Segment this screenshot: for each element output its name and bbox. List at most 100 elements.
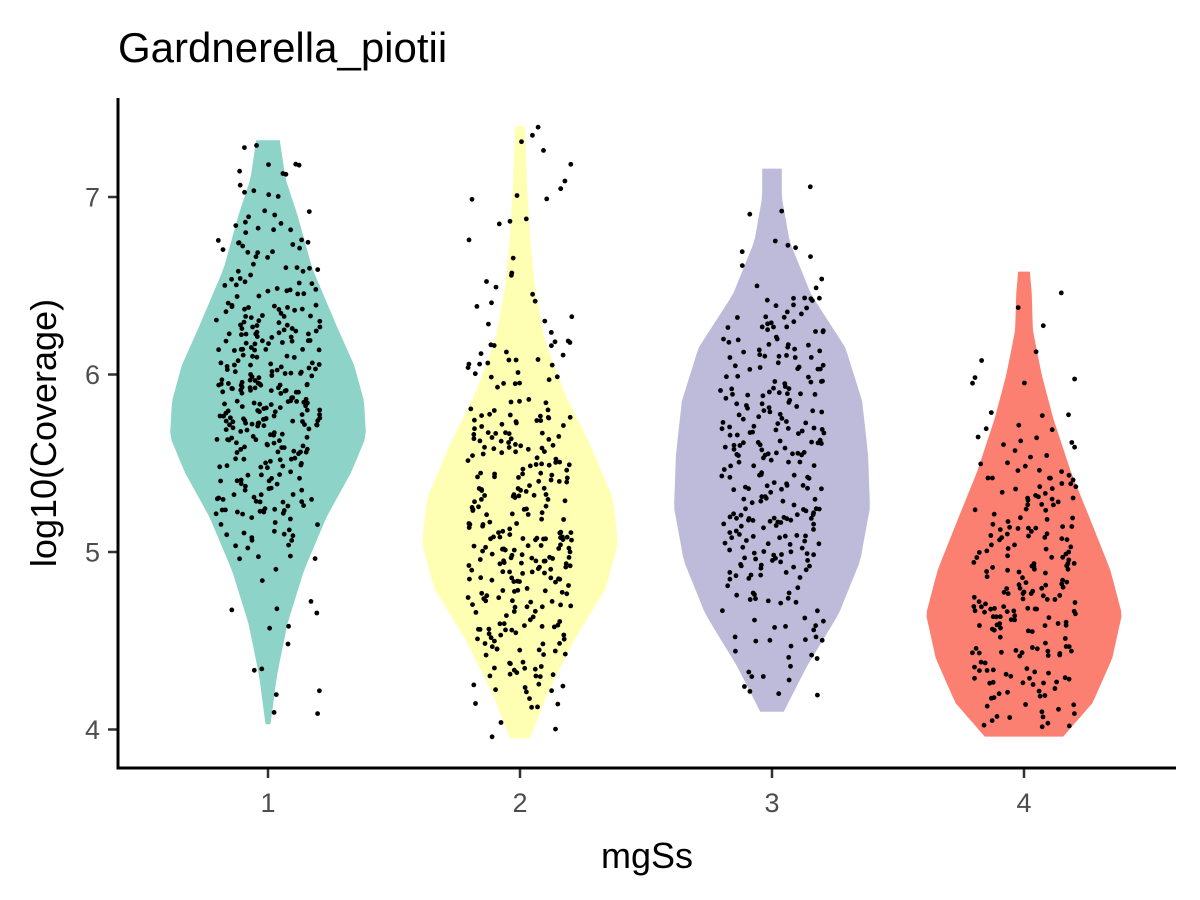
data-point (494, 646, 500, 652)
data-point (979, 604, 984, 610)
data-point (214, 437, 220, 442)
data-point (269, 373, 275, 378)
data-point (727, 530, 733, 535)
data-point (1056, 706, 1061, 712)
data-point (719, 426, 725, 432)
data-point (1005, 567, 1010, 573)
data-point (1062, 636, 1068, 641)
data-point (813, 285, 819, 291)
data-point (292, 455, 298, 461)
data-point (561, 423, 566, 428)
data-point (1043, 640, 1048, 646)
data-point (313, 302, 319, 308)
data-point (1054, 679, 1059, 685)
data-point (508, 555, 514, 561)
data-point (1044, 531, 1050, 537)
data-point (277, 405, 283, 410)
data-point (317, 318, 323, 324)
data-point (994, 714, 1000, 719)
data-point (988, 606, 993, 612)
data-point (1028, 591, 1034, 596)
data-point (1025, 495, 1030, 501)
data-point (292, 307, 297, 313)
data-point (467, 576, 472, 582)
data-point (520, 466, 526, 472)
data-point (567, 549, 573, 555)
data-point (225, 408, 231, 414)
data-point (757, 442, 763, 448)
data-point (764, 297, 770, 303)
data-point (562, 178, 568, 184)
data-point (550, 672, 556, 678)
data-point (1043, 582, 1049, 588)
data-point (303, 396, 309, 402)
data-point (738, 523, 744, 529)
data-point (514, 521, 519, 526)
data-point (491, 408, 497, 413)
data-point (771, 480, 777, 485)
data-point (520, 536, 526, 541)
data-point (757, 365, 763, 370)
data-point (1017, 585, 1023, 591)
x-tick-label-2: 2 (512, 788, 527, 818)
data-point (1072, 444, 1077, 450)
data-point (763, 314, 769, 320)
data-point (507, 218, 513, 224)
data-point (286, 623, 291, 629)
data-point (799, 545, 805, 551)
data-point (293, 161, 299, 167)
data-point (1022, 463, 1028, 469)
data-point (530, 132, 535, 138)
violin-3 (674, 168, 870, 712)
data-point (252, 378, 258, 383)
data-point (228, 415, 233, 421)
data-point (479, 590, 485, 596)
data-point (281, 445, 287, 450)
data-point (759, 324, 765, 330)
data-point (782, 381, 788, 386)
data-point (497, 561, 503, 567)
data-point (1045, 720, 1051, 726)
data-point (1032, 606, 1038, 612)
data-point (1043, 570, 1048, 576)
data-point (520, 471, 525, 477)
data-point (496, 221, 502, 227)
data-point (315, 267, 321, 272)
data-point (526, 397, 532, 402)
data-point (738, 512, 744, 518)
data-point (253, 498, 259, 504)
data-point (556, 546, 562, 551)
data-point (477, 438, 483, 444)
data-point (277, 472, 282, 477)
data-point (512, 604, 518, 610)
data-point (313, 366, 318, 372)
data-point (569, 314, 575, 320)
data-point (240, 511, 246, 517)
data-point (290, 492, 296, 497)
data-point (1016, 582, 1022, 588)
y-tick-label-6: 6 (85, 360, 100, 390)
data-point (990, 614, 996, 620)
data-point (562, 498, 568, 504)
data-point (734, 592, 740, 598)
data-point (803, 533, 808, 539)
data-point (735, 337, 741, 343)
data-point (982, 609, 987, 615)
data-point (233, 223, 239, 229)
data-point (1052, 597, 1058, 602)
data-point (257, 508, 263, 514)
data-point (265, 255, 270, 260)
data-point (237, 556, 243, 562)
data-point (566, 462, 572, 468)
data-point (535, 566, 541, 572)
data-point (281, 327, 287, 333)
data-point (1012, 617, 1017, 623)
data-point (1068, 481, 1074, 487)
data-point (234, 398, 240, 404)
data-point (983, 601, 988, 607)
data-point (532, 298, 538, 304)
data-point (1070, 477, 1076, 483)
data-point (1059, 481, 1065, 486)
data-point (721, 467, 727, 472)
data-point (731, 511, 736, 517)
